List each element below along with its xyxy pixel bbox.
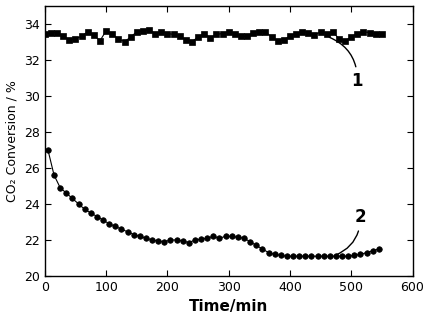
X-axis label: Time/min: Time/min xyxy=(189,300,268,315)
Text: 2: 2 xyxy=(335,208,366,255)
Text: 1: 1 xyxy=(329,37,363,90)
Y-axis label: CO₂ Conversion / %: CO₂ Conversion / % xyxy=(6,80,18,202)
